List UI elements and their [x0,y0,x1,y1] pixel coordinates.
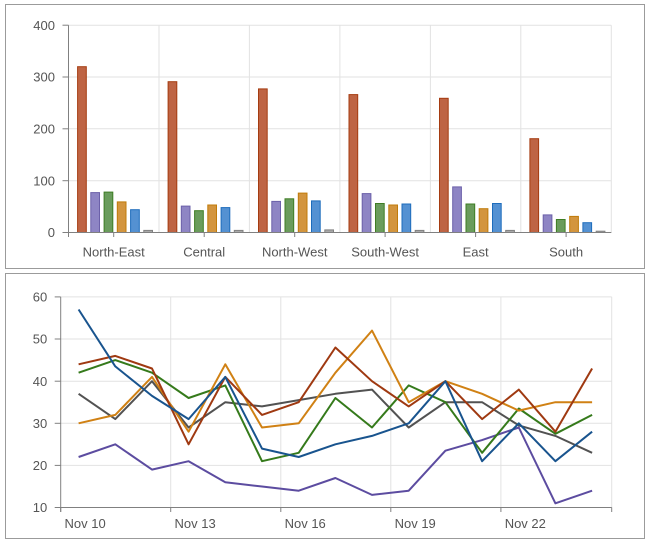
svg-text:50: 50 [33,332,47,347]
svg-text:300: 300 [33,70,55,85]
svg-text:Nov 16: Nov 16 [285,516,326,531]
svg-text:40: 40 [33,374,47,389]
svg-text:Nov 13: Nov 13 [175,516,216,531]
svg-text:South-West: South-West [351,245,419,260]
svg-text:East: East [463,245,489,260]
svg-text:0: 0 [48,225,55,240]
svg-text:Nov 10: Nov 10 [65,516,106,531]
svg-text:200: 200 [33,122,55,137]
svg-text:North-West: North-West [262,245,328,260]
svg-text:60: 60 [33,290,47,305]
svg-text:Nov 22: Nov 22 [505,516,546,531]
svg-text:Nov 19: Nov 19 [395,516,436,531]
svg-text:100: 100 [33,173,55,188]
svg-text:400: 400 [33,18,55,33]
svg-text:North-East: North-East [83,245,146,260]
svg-text:30: 30 [33,416,47,431]
svg-text:Central: Central [183,245,225,260]
svg-text:20: 20 [33,458,47,473]
svg-text:South: South [549,245,583,260]
svg-text:10: 10 [33,500,47,515]
